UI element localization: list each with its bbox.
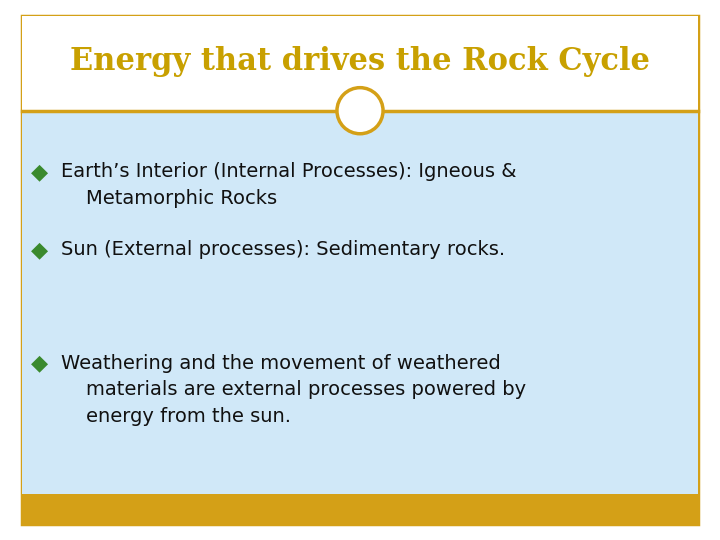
Text: ◆: ◆	[31, 162, 48, 182]
Text: ◆: ◆	[31, 240, 48, 260]
Ellipse shape	[337, 87, 383, 134]
FancyBboxPatch shape	[22, 494, 698, 524]
Text: Weathering and the movement of weathered
    materials are external processes po: Weathering and the movement of weathered…	[61, 354, 526, 426]
FancyBboxPatch shape	[22, 16, 698, 111]
FancyBboxPatch shape	[22, 111, 698, 494]
Text: ◆: ◆	[31, 354, 48, 374]
Text: Sun (External processes): Sedimentary rocks.: Sun (External processes): Sedimentary ro…	[61, 240, 505, 259]
Text: Energy that drives the Rock Cycle: Energy that drives the Rock Cycle	[70, 46, 650, 77]
FancyBboxPatch shape	[22, 16, 698, 524]
Text: Earth’s Interior (Internal Processes): Igneous &
    Metamorphic Rocks: Earth’s Interior (Internal Processes): I…	[61, 162, 517, 207]
